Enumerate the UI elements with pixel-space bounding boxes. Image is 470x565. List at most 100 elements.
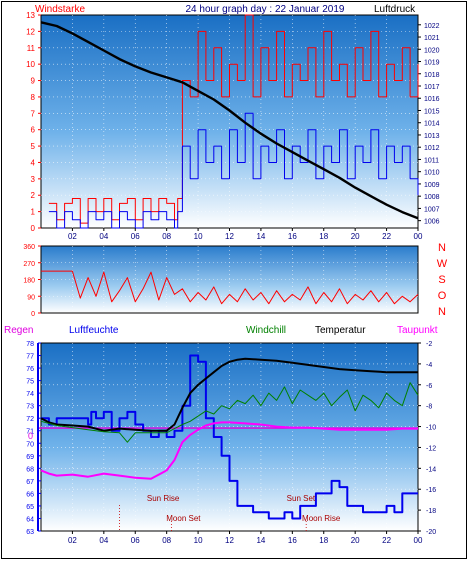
wind-direction-grid <box>41 246 418 313</box>
weather-graph: Windstarke 24 hour graph day : 22 Januar… <box>4 4 448 545</box>
wind-speed-tick-label: 0 <box>31 224 36 233</box>
humidity-tick-label: 71 <box>26 429 34 436</box>
x-tick-label: 08 <box>162 536 171 545</box>
pressure-axis: 1006 1007 1008 1009 1010 1011 1012 1013 1014 1015… <box>418 23 440 226</box>
climate-x-axis: 02 04 06 08 10 12 14 16 18 20 22 00 <box>68 531 423 545</box>
humidity-tick-label: 69 <box>26 454 34 461</box>
compass-label: O <box>438 290 447 302</box>
humidity-axis: 63 64 65 66 67 68 69 70 71 72 73 74 75 76 77 78 <box>26 341 41 536</box>
wind-speed-tick-label: 10 <box>26 60 35 69</box>
sun-set-label: Sun Set <box>287 494 316 503</box>
pressure-tick-label: 1014 <box>424 121 440 128</box>
x-tick-label: 22 <box>382 536 391 545</box>
wind-speed-tick-label: 3 <box>31 175 36 184</box>
x-tick-label: 02 <box>68 232 77 241</box>
wind-speed-tick-label: 11 <box>27 44 36 53</box>
windchill-line <box>40 382 419 443</box>
wind-speed-tick-label: 4 <box>31 158 36 167</box>
x-tick-label: 00 <box>414 232 423 241</box>
x-tick-label: 10 <box>194 536 203 545</box>
header-title: 24 hour graph day : 22 Januar 2019 <box>185 4 344 15</box>
humidity-tick-label: 75 <box>26 379 34 386</box>
wind-speed-tick-label: 9 <box>31 77 36 86</box>
wind-speed-tick-label: 2 <box>31 191 36 200</box>
temperature-axis: -20 -18 -16 -14 -12 -10 -8 -6 -4 -2 <box>418 341 436 536</box>
pressure-tick-label: 1016 <box>424 96 440 103</box>
wind-speed-tick-label: 8 <box>31 93 36 102</box>
rain-zero-label: 0 <box>28 431 33 441</box>
x-tick-label: 14 <box>256 232 265 241</box>
pressure-tick-label: 1013 <box>424 133 440 140</box>
humidity-tick-label: 63 <box>26 529 34 536</box>
moon-rise-label: Moon Rise <box>302 514 341 523</box>
x-tick-label: 12 <box>225 536 234 545</box>
wind-speed-tick-label: 6 <box>31 126 36 135</box>
compass-label: N <box>438 306 446 318</box>
legend-temperatur: Temperatur <box>315 325 366 336</box>
pressure-tick-label: 1009 <box>424 182 440 189</box>
pressure-tick-label: 1021 <box>424 35 440 42</box>
humidity-tick-label: 67 <box>26 479 34 486</box>
pressure-tick-label: 1007 <box>424 206 440 213</box>
direction-tick-label: 360 <box>23 244 35 251</box>
pressure-tick-label: 1011 <box>424 157 439 164</box>
x-tick-label: 08 <box>162 232 171 241</box>
humidity-tick-label: 64 <box>26 516 34 523</box>
luftdruck-line <box>40 21 419 220</box>
x-tick-label: 04 <box>99 536 108 545</box>
header-left-label: Windstarke <box>35 4 85 15</box>
pressure-tick-label: 1012 <box>424 145 440 152</box>
humidity-tick-label: 76 <box>26 366 34 373</box>
wind-speed-tick-label: 5 <box>31 142 36 151</box>
wind-speed-tick-label: 1 <box>31 208 36 217</box>
legend-regen: Regen <box>4 325 33 336</box>
pressure-tick-label: 1010 <box>424 170 440 177</box>
x-tick-label: 06 <box>131 536 140 545</box>
direction-tick-label: 90 <box>27 294 35 301</box>
windboen-line <box>48 112 419 229</box>
humidity-tick-label: 78 <box>26 341 34 348</box>
temperature-tick-label: -4 <box>426 362 432 369</box>
pressure-tick-label: 1008 <box>424 194 440 201</box>
pressure-tick-label: 1017 <box>424 84 440 91</box>
pressure-tick-label: 1015 <box>424 108 440 115</box>
humidity-tick-label: 65 <box>26 504 34 511</box>
pressure-tick-label: 1019 <box>424 60 440 67</box>
x-tick-label: 20 <box>351 536 360 545</box>
x-tick-label: 06 <box>131 232 140 241</box>
graph-frame: Windstarke 24 hour graph day : 22 Januar… <box>1 1 467 559</box>
temperature-tick-label: -6 <box>426 383 432 390</box>
temperature-tick-label: -12 <box>426 445 436 452</box>
compass-label: S <box>438 274 445 286</box>
x-tick-label: 18 <box>319 536 328 545</box>
x-tick-label: 22 <box>382 232 391 241</box>
x-tick-label: 02 <box>68 536 77 545</box>
moon-set-label: Moon Set <box>166 514 201 523</box>
direction-tick-label: 270 <box>23 261 35 268</box>
legend-taupunkt: Taupunkt <box>397 325 438 336</box>
taupunkt-line <box>40 421 418 480</box>
pressure-tick-label: 1006 <box>424 219 440 226</box>
humidity-tick-label: 77 <box>26 354 34 361</box>
temperature-tick-label: -8 <box>426 404 432 411</box>
humidity-tick-label: 72 <box>26 416 34 423</box>
x-tick-label: 20 <box>351 232 360 241</box>
temperature-tick-label: -10 <box>426 425 436 432</box>
humidity-tick-label: 73 <box>26 404 34 411</box>
x-tick-label: 04 <box>99 232 108 241</box>
temperature-tick-label: -14 <box>426 466 436 473</box>
wind-direction-axis: 0 90 180 270 360 <box>23 244 41 318</box>
temperature-tick-label: -2 <box>426 341 432 348</box>
sun-rise-label: Sun Rise <box>147 494 180 503</box>
humidity-tick-label: 74 <box>26 391 34 398</box>
x-tick-label: 16 <box>288 536 297 545</box>
humidity-tick-label: 66 <box>26 491 34 498</box>
wind-speed-tick-label: 12 <box>26 27 35 36</box>
humidity-tick-label: 70 <box>26 441 34 448</box>
climate-legend: Regen Luftfeuchte Windchill Temperatur T… <box>4 325 438 336</box>
